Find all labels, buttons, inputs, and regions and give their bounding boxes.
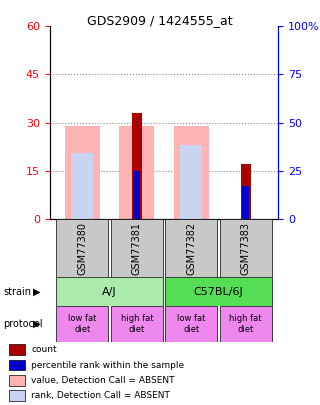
Bar: [10, 390, 25, 401]
Bar: [111, 306, 163, 342]
Bar: [220, 306, 272, 342]
Bar: [10, 375, 25, 386]
Bar: [220, 219, 272, 277]
Bar: [132, 113, 142, 219]
Bar: [165, 277, 272, 306]
Text: GSM77381: GSM77381: [132, 222, 142, 275]
Text: strain: strain: [3, 287, 31, 296]
Bar: [56, 277, 163, 306]
Bar: [180, 145, 202, 219]
Text: protocol: protocol: [3, 319, 43, 329]
Bar: [133, 171, 140, 219]
Text: percentile rank within the sample: percentile rank within the sample: [31, 360, 185, 369]
Text: rank, Detection Call = ABSENT: rank, Detection Call = ABSENT: [31, 391, 170, 400]
Text: ▶: ▶: [33, 287, 41, 296]
Text: GDS2909 / 1424555_at: GDS2909 / 1424555_at: [87, 14, 233, 27]
Bar: [165, 219, 217, 277]
Text: low fat
diet: low fat diet: [68, 314, 96, 334]
Bar: [56, 306, 108, 342]
Bar: [241, 164, 251, 219]
Bar: [165, 306, 217, 342]
Bar: [119, 126, 155, 219]
Text: count: count: [31, 345, 57, 354]
Bar: [10, 360, 25, 371]
Bar: [10, 344, 25, 355]
Bar: [111, 219, 163, 277]
Bar: [173, 126, 209, 219]
Text: A/J: A/J: [102, 287, 117, 296]
Text: C57BL/6J: C57BL/6J: [194, 287, 243, 296]
Text: GSM77383: GSM77383: [241, 222, 251, 275]
Text: value, Detection Call = ABSENT: value, Detection Call = ABSENT: [31, 376, 175, 385]
Text: high fat
diet: high fat diet: [121, 314, 153, 334]
Text: GSM77380: GSM77380: [77, 222, 87, 275]
Bar: [56, 219, 108, 277]
Bar: [71, 153, 93, 219]
Text: GSM77382: GSM77382: [186, 222, 196, 275]
Text: ▶: ▶: [33, 319, 41, 329]
Text: low fat
diet: low fat diet: [177, 314, 205, 334]
Bar: [65, 126, 100, 219]
Bar: [243, 186, 249, 219]
Text: high fat
diet: high fat diet: [229, 314, 262, 334]
